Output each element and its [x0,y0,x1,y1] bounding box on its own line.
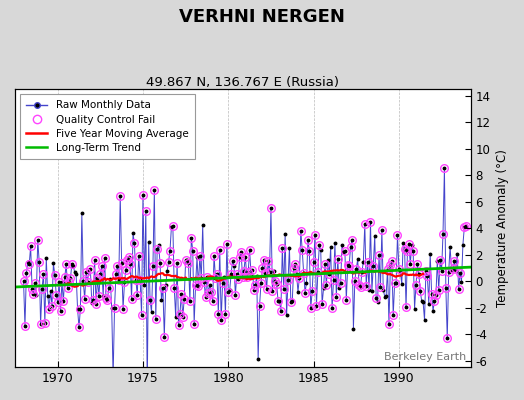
Y-axis label: Temperature Anomaly (°C): Temperature Anomaly (°C) [496,149,509,307]
Text: Berkeley Earth: Berkeley Earth [384,352,466,362]
Title: 49.867 N, 136.767 E (Russia): 49.867 N, 136.767 E (Russia) [146,76,340,89]
Text: VERHNI NERGEN: VERHNI NERGEN [179,8,345,26]
Legend: Raw Monthly Data, Quality Control Fail, Five Year Moving Average, Long-Term Tren: Raw Monthly Data, Quality Control Fail, … [20,94,194,159]
